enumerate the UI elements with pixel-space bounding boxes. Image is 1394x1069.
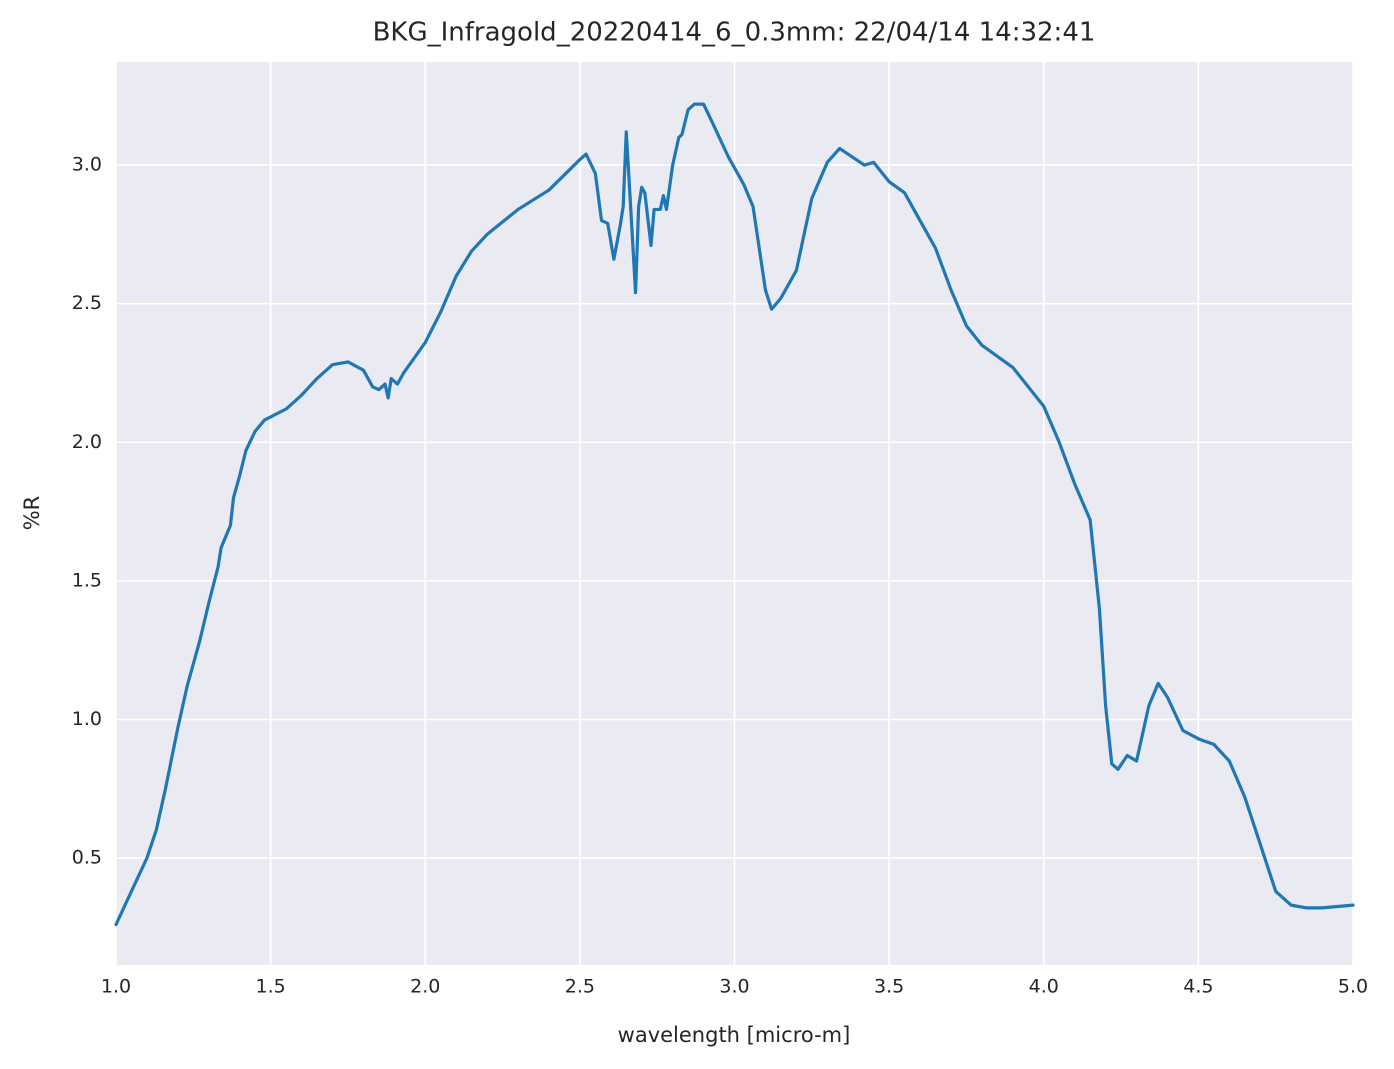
x-axis-label: wavelength [micro-m]: [618, 1023, 851, 1047]
y-tick-label: 2.5: [72, 292, 102, 314]
data-line: [114, 102, 1355, 927]
y-tick-label: 0.5: [72, 847, 102, 869]
x-tick-label: 4.5: [1183, 976, 1213, 998]
x-tick-label: 1.5: [256, 976, 286, 998]
x-tick-label: 2.0: [410, 976, 440, 998]
y-tick-label: 2.0: [72, 431, 102, 453]
y-axis-label: %R: [20, 496, 44, 531]
y-tick-label: 1.0: [72, 708, 102, 730]
y-tick-label: 1.5: [72, 569, 102, 591]
x-tick-label: 1.0: [101, 976, 131, 998]
x-tick-label: 4.0: [1029, 976, 1059, 998]
x-tick-label: 2.5: [565, 976, 595, 998]
chart-title: BKG_Infragold_20220414_6_0.3mm: 22/04/14…: [373, 18, 1096, 48]
x-tick-label: 3.0: [719, 976, 749, 998]
x-tick-label: 5.0: [1338, 976, 1368, 998]
x-tick-label: 3.5: [874, 976, 904, 998]
y-tick-label: 3.0: [72, 154, 102, 176]
